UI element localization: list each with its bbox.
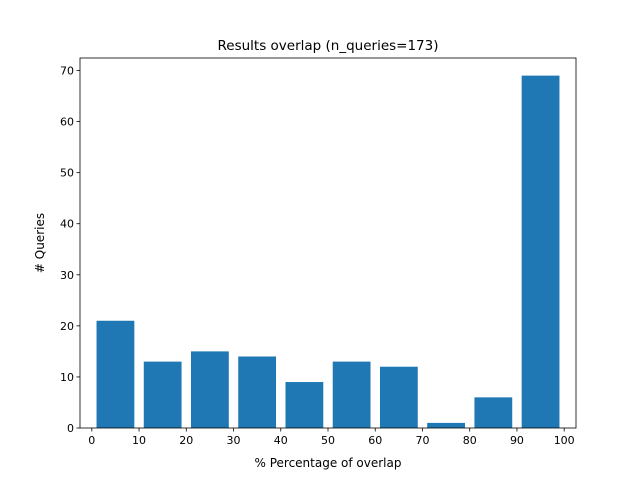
x-tick-label: 80: [463, 434, 477, 447]
y-tick-label: 70: [60, 65, 74, 78]
x-axis-ticks: 0 10 20 30 40 50 60 70 80 90 100: [88, 428, 575, 447]
x-tick-label: 30: [227, 434, 241, 447]
y-tick-label: 20: [60, 320, 74, 333]
x-tick-label: 10: [132, 434, 146, 447]
y-tick-label: 50: [60, 167, 74, 180]
bar-60-70: [379, 366, 418, 428]
bar-10-20: [143, 361, 182, 428]
bar-0-10: [96, 320, 135, 428]
y-tick-label: 60: [60, 116, 74, 129]
y-tick-label: 0: [67, 422, 74, 435]
bar-90-100: [521, 75, 560, 428]
x-tick-label: 100: [554, 434, 575, 447]
y-tick-label: 10: [60, 371, 74, 384]
chart-title: Results overlap (n_queries=173): [217, 38, 438, 54]
bar-30-40: [238, 356, 277, 428]
plot-frame: [79, 57, 577, 429]
x-tick-label: 20: [179, 434, 193, 447]
y-tick-label: 30: [60, 269, 74, 282]
x-tick-label: 70: [415, 434, 429, 447]
x-tick-label: 0: [88, 434, 95, 447]
bar-group: [96, 75, 560, 428]
bar-80-90: [474, 397, 513, 428]
x-tick-label: 50: [321, 434, 335, 447]
x-tick-label: 60: [368, 434, 382, 447]
bar-50-60: [332, 361, 371, 428]
y-axis-label: # Queries: [33, 213, 47, 273]
y-tick-label: 40: [60, 218, 74, 231]
x-axis-label: % Percentage of overlap: [255, 456, 402, 470]
x-tick-label: 90: [510, 434, 524, 447]
bar-40-50: [285, 382, 324, 428]
x-tick-label: 40: [274, 434, 288, 447]
bar-20-30: [191, 351, 229, 428]
y-axis-ticks: 0 10 20 30 40 50 60 70: [60, 65, 80, 435]
bar-70-80: [427, 422, 465, 428]
